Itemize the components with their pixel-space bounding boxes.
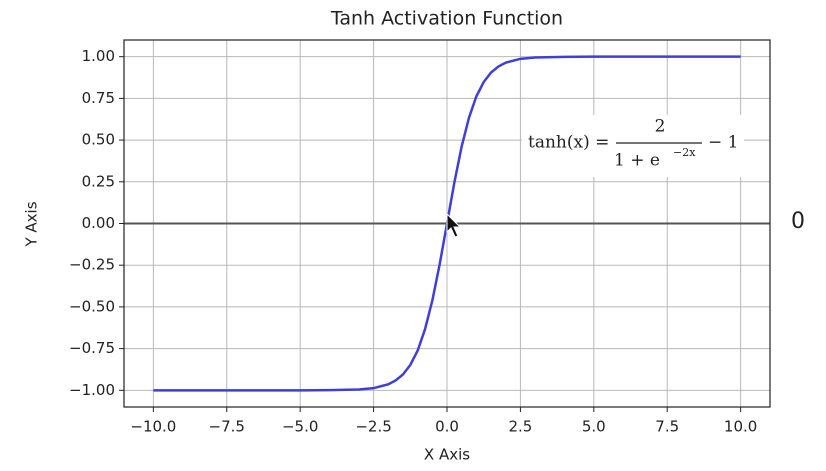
x-tick-label: 7.5 bbox=[655, 418, 679, 436]
y-tick-label: 0.25 bbox=[82, 172, 115, 190]
side-label: 0 bbox=[791, 209, 805, 234]
y-axis-label: Y Axis bbox=[23, 201, 41, 247]
x-axis-label: X Axis bbox=[424, 446, 470, 464]
y-tick-label: −1.00 bbox=[69, 381, 115, 399]
y-tick-label: 0.75 bbox=[82, 89, 115, 107]
x-tick-label: −5.0 bbox=[282, 418, 318, 436]
y-tick-label: 1.00 bbox=[82, 47, 115, 65]
y-tick-label: −0.25 bbox=[69, 256, 115, 274]
plot-frame bbox=[123, 39, 771, 408]
x-tick-label: −2.5 bbox=[355, 418, 391, 436]
y-tick-label: −0.50 bbox=[69, 297, 115, 315]
x-tick-label: 2.5 bbox=[508, 418, 532, 436]
y-tick-label: −0.75 bbox=[69, 339, 115, 357]
x-tick-label: 5.0 bbox=[582, 418, 606, 436]
x-tick-label: 0.0 bbox=[435, 418, 459, 436]
formula-lhs: tanh(x) = bbox=[528, 133, 609, 153]
formula-exponent: −2x bbox=[673, 146, 696, 159]
x-tick-label: −10.0 bbox=[130, 418, 176, 436]
y-tick-label: 0.50 bbox=[82, 131, 115, 149]
x-tick-label: −7.5 bbox=[209, 418, 245, 436]
formula-rhs: − 1 bbox=[708, 133, 738, 153]
x-tick-label: 10.0 bbox=[724, 418, 757, 436]
formula-denominator: 1 + e bbox=[614, 151, 660, 171]
y-tick-label: 0.00 bbox=[82, 214, 115, 232]
chart-title: Tanh Activation Function bbox=[330, 8, 563, 30]
cursor bbox=[446, 212, 462, 238]
formula-numerator: 2 bbox=[655, 117, 666, 137]
plot-area: −10.0 −7.5 −5.0 −2.5 0.0 2.5 5.0 7.5 10.0 −1.00 −0… bbox=[69, 39, 771, 436]
formula-background bbox=[522, 115, 744, 177]
formula: tanh(x) = 2 1 + e −2x − 1 bbox=[522, 115, 744, 177]
